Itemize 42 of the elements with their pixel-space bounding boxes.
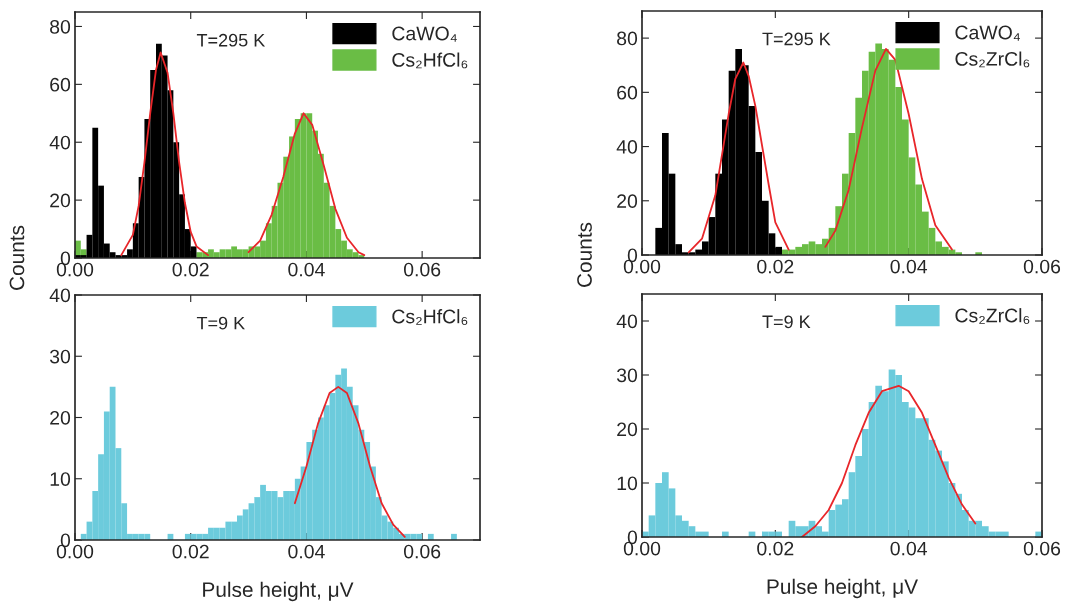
y-tick-label: 10 bbox=[50, 472, 71, 486]
annotation: T=9 K bbox=[762, 315, 811, 329]
x-tick-label: 0.04 bbox=[288, 544, 325, 559]
x-tick-label: 0.04 bbox=[890, 259, 928, 274]
x-tick-label: 0.06 bbox=[403, 262, 441, 277]
annotation: T=295 K bbox=[762, 32, 831, 46]
y-tick-label: 30 bbox=[49, 349, 71, 364]
y-tick-label: 40 bbox=[616, 140, 638, 154]
x-tick-label: 0.02 bbox=[172, 544, 209, 559]
y-axis-title: Counts bbox=[9, 225, 25, 290]
y-tick-label: 80 bbox=[50, 19, 71, 34]
x-tick-label: 0.06 bbox=[403, 544, 441, 559]
x-axis-title: Pulse height, μV bbox=[767, 578, 918, 599]
y-tick-label: 20 bbox=[617, 422, 638, 437]
y-tick-label: 80 bbox=[617, 31, 638, 46]
y-tick-label: 10 bbox=[617, 476, 638, 491]
y-axis-title: Counts bbox=[577, 222, 592, 287]
y-tick-label: 60 bbox=[617, 85, 638, 100]
y-tick-label: 30 bbox=[616, 368, 638, 383]
x-tick-label: 0.06 bbox=[1023, 259, 1061, 274]
y-tick-label: 20 bbox=[50, 410, 71, 425]
x-axis-title: Pulse height, μV bbox=[203, 581, 354, 602]
legend-label: Cs₂HfCl₆ bbox=[392, 309, 468, 325]
y-tick-label: 40 bbox=[49, 135, 71, 150]
x-tick-label: 0.02 bbox=[757, 541, 794, 556]
y-tick-label: 20 bbox=[617, 194, 638, 209]
legend-label: Cs₂ZrCl₆ bbox=[955, 308, 1030, 324]
annotation: T=9 K bbox=[196, 316, 245, 330]
annotation: T=295 K bbox=[196, 33, 266, 47]
y-tick-label: 60 bbox=[50, 77, 71, 92]
legend-label: Cs₂ZrCl₆ bbox=[955, 51, 1030, 68]
x-tick-label: 0.06 bbox=[1023, 541, 1061, 556]
y-tick-label: 40 bbox=[616, 314, 638, 329]
x-tick-label: 0.04 bbox=[890, 541, 928, 556]
x-tick-label: 0.02 bbox=[172, 262, 209, 277]
legend-label: CaWO₄ bbox=[392, 26, 457, 42]
x-tick-label: 0.02 bbox=[757, 259, 794, 274]
y-tick-label: 20 bbox=[50, 193, 71, 208]
legend-label: CaWO₄ bbox=[955, 25, 1020, 41]
y-tick-label: 40 bbox=[49, 288, 71, 303]
x-tick-label: 0.04 bbox=[288, 262, 325, 277]
legend-label: Cs₂HfCl₆ bbox=[392, 52, 468, 69]
